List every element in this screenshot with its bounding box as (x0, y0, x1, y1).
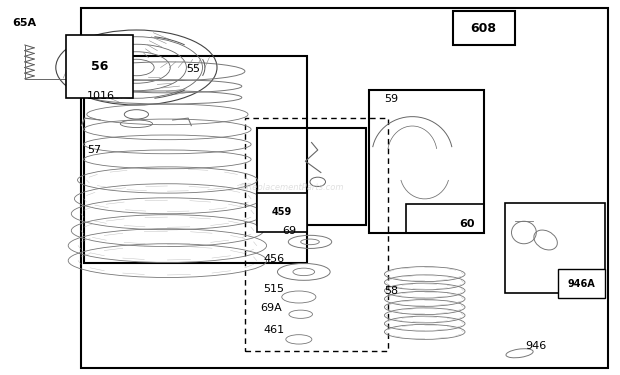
Text: 60: 60 (459, 219, 474, 229)
Text: 459: 459 (272, 207, 292, 218)
Bar (369, 90, 484, 232)
Text: 65A: 65A (12, 18, 37, 27)
Text: 461: 461 (264, 325, 285, 335)
Bar (406, 204, 484, 232)
Text: 55: 55 (186, 64, 200, 74)
Text: 69A: 69A (260, 303, 282, 313)
Bar (257, 128, 366, 225)
Text: 515: 515 (264, 285, 285, 294)
Text: 946: 946 (525, 341, 546, 351)
Text: 56: 56 (91, 60, 108, 73)
Text: 608: 608 (471, 22, 497, 34)
Text: 1016: 1016 (87, 91, 115, 101)
Bar (453, 11, 515, 45)
Text: 58: 58 (384, 286, 399, 296)
Text: 59: 59 (384, 94, 399, 104)
Bar (84, 56, 307, 262)
Text: 946A: 946A (567, 279, 595, 289)
Text: 57: 57 (87, 145, 101, 155)
Text: 456: 456 (264, 254, 285, 264)
Bar (81, 8, 608, 368)
Text: 69: 69 (282, 226, 296, 236)
Text: ©ReplacementParts.com: ©ReplacementParts.com (239, 183, 344, 192)
Bar (505, 202, 604, 292)
Bar (245, 118, 388, 351)
